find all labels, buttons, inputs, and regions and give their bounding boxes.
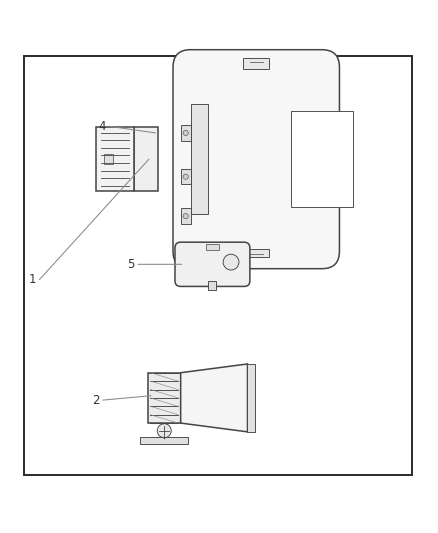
Bar <box>243 59 269 69</box>
FancyBboxPatch shape <box>175 242 250 286</box>
Circle shape <box>223 254 239 270</box>
Circle shape <box>183 130 188 135</box>
Text: 5: 5 <box>127 258 134 271</box>
Bar <box>243 249 269 257</box>
Bar <box>291 111 353 207</box>
Circle shape <box>157 424 171 438</box>
Bar <box>96 127 134 191</box>
Bar <box>104 155 113 164</box>
Circle shape <box>183 214 188 219</box>
FancyBboxPatch shape <box>173 50 339 269</box>
Circle shape <box>183 174 188 179</box>
Bar <box>181 125 191 141</box>
Bar <box>181 208 191 224</box>
Text: 1: 1 <box>28 273 36 286</box>
Bar <box>140 437 188 444</box>
Text: 4: 4 <box>99 120 106 133</box>
Bar <box>134 127 158 191</box>
Polygon shape <box>180 364 247 432</box>
Bar <box>181 169 191 184</box>
Bar <box>24 56 412 474</box>
Bar <box>247 364 255 432</box>
Bar <box>191 104 208 214</box>
Bar <box>206 244 219 250</box>
Bar <box>148 373 180 423</box>
Bar <box>208 281 216 290</box>
Text: 2: 2 <box>92 393 99 407</box>
